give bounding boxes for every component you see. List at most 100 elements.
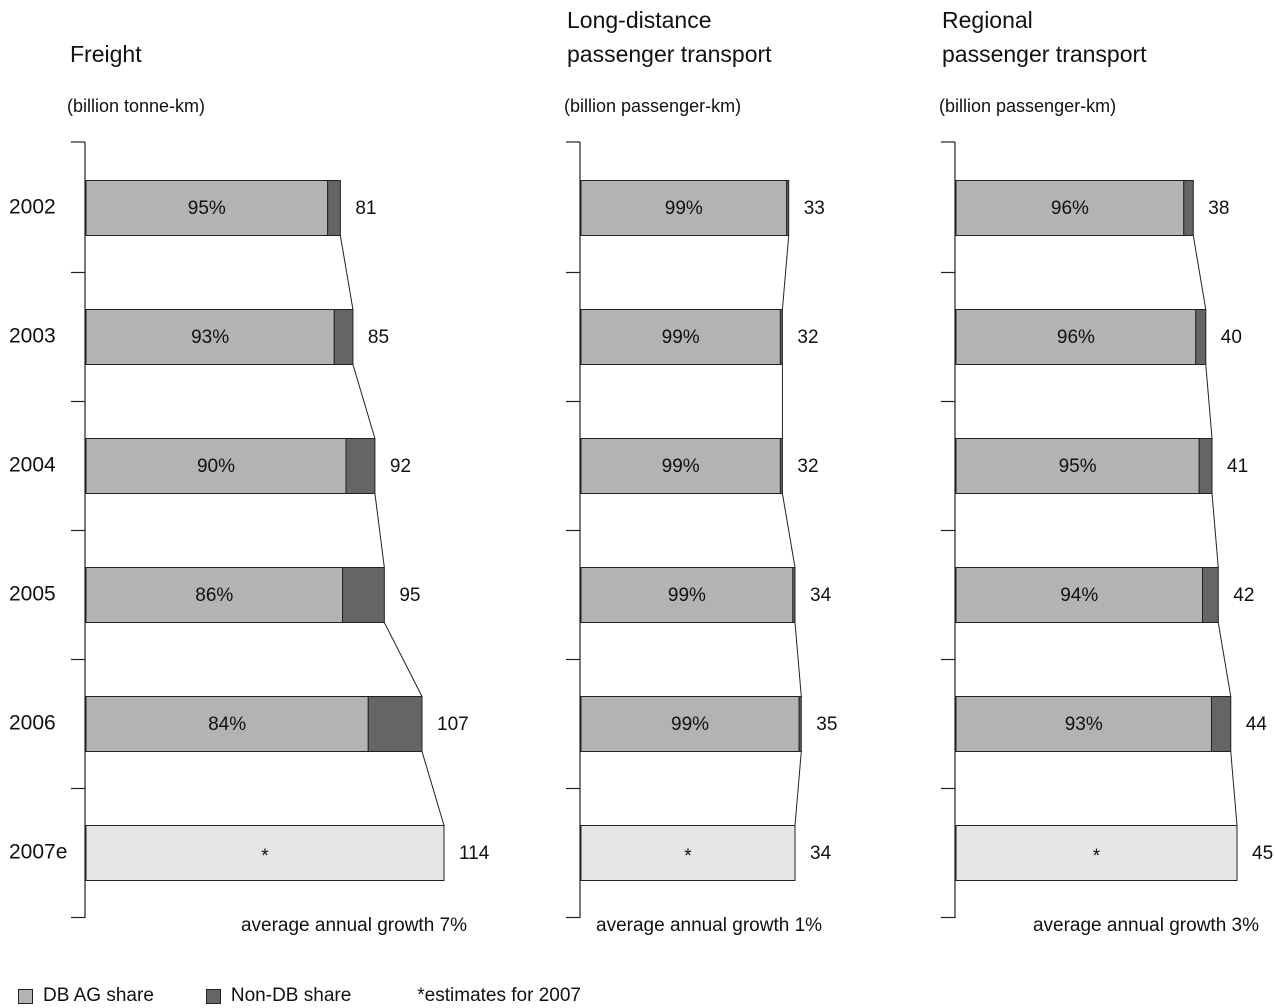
panel-1-db-share-label-2002: 95% — [188, 198, 226, 219]
panel-1-bar-db-2002 — [85, 180, 329, 236]
legend-label-non-db: Non-DB share — [230, 985, 352, 1006]
panel-3-db-share-label-2003: 96% — [1057, 327, 1095, 348]
panel-3-growth-label: average annual growth 3% — [1033, 915, 1259, 936]
panel-2-connector-2005 — [794, 622, 802, 697]
panel-3-bar-non-db-2005 — [1202, 567, 1219, 623]
panel-2-bar-db-2003 — [580, 309, 781, 365]
panel-2-total-label-2003: 32 — [797, 327, 818, 348]
panel-3-connector-2003 — [1205, 364, 1213, 439]
panel-2-total-label-2004: 32 — [797, 456, 818, 477]
panel-1-total-label-2006: 107 — [437, 714, 469, 735]
panel-1-db-share-label-2005: 86% — [195, 585, 233, 606]
panel-1-bar-non-db-2002 — [327, 180, 341, 236]
panel-3-bar-db-2006 — [955, 696, 1213, 752]
panel-3-db-share-label-2006: 93% — [1065, 714, 1103, 735]
legend-item-db: DB AG share — [18, 985, 154, 1007]
panel-3-total-label-2007e: 45 — [1252, 843, 1273, 864]
panel-1-connector-2004 — [374, 493, 385, 568]
panel-1-db-share-label-2004: 90% — [197, 456, 235, 477]
panel-1-growth-label: average annual growth 7% — [241, 915, 467, 936]
panel-3-bar-estimate-2007e — [955, 825, 1238, 881]
panel-3-bar-db-2004 — [955, 438, 1200, 494]
panel-2-db-share-label-2005: 99% — [668, 585, 706, 606]
panel-1-bar-db-2004 — [85, 438, 347, 494]
year-label-2005: 2005 — [9, 583, 56, 606]
year-label-2002: 2002 — [9, 196, 56, 219]
panel-3-total-label-2005: 42 — [1233, 585, 1254, 606]
panel-2-bar-non-db-2004 — [779, 438, 783, 494]
panel-3-bar-non-db-2002 — [1183, 180, 1194, 236]
panel-1-total-label-2002: 81 — [355, 198, 376, 219]
panel-1-bar-non-db-2005 — [342, 567, 385, 623]
panel-1-bar-non-db-2006 — [367, 696, 423, 752]
panel-1-total-label-2004: 92 — [390, 456, 411, 477]
panel-2-estimate-marker-2007e: * — [684, 846, 692, 867]
panel-2-unit-label: (billion passenger-km) — [564, 96, 741, 116]
panel-1-total-label-2007e: 114 — [459, 843, 490, 864]
panel-3-total-label-2004: 41 — [1227, 456, 1248, 477]
panel-3-total-label-2002: 38 — [1208, 198, 1229, 219]
panel-2-title-line-1: Long-distance — [567, 7, 712, 33]
panel-3-total-label-2003: 40 — [1221, 327, 1242, 348]
panel-1-total-label-2003: 85 — [368, 327, 389, 348]
panel-3-bar-db-2005 — [955, 567, 1204, 623]
panel-2-db-share-label-2002: 99% — [665, 198, 703, 219]
panel-1-db-share-label-2006: 84% — [208, 714, 246, 735]
legend-swatch-db — [18, 988, 33, 1004]
panel-2-bar-non-db-2002 — [786, 180, 790, 236]
legend-estimate-note: *estimates for 2007 — [417, 985, 581, 1006]
panel-2-connector-2006 — [794, 751, 802, 826]
panel-1-connector-2003 — [352, 364, 376, 439]
panel-1-total-label-2005: 95 — [399, 585, 420, 606]
panel-2-bar-db-2006 — [580, 696, 800, 752]
panel-3-connector-2006 — [1230, 751, 1238, 826]
panel-2-connector-2004 — [781, 493, 796, 568]
panel-3-estimate-marker-2007e: * — [1093, 846, 1101, 867]
panel-3-bar-non-db-2004 — [1198, 438, 1213, 494]
panel-2-bar-estimate-2007e — [580, 825, 796, 881]
legend: DB AG share Non-DB share *estimates for … — [18, 984, 581, 1008]
year-label-2007e: 2007e — [9, 841, 67, 864]
panel-2-bar-db-2004 — [580, 438, 781, 494]
panel-2-total-label-2005: 34 — [810, 585, 832, 606]
panel-3-bar-db-2003 — [955, 309, 1197, 365]
panel-3-db-share-label-2005: 94% — [1060, 585, 1098, 606]
panel-2-bar-non-db-2003 — [779, 309, 783, 365]
panel-3-connector-2004 — [1211, 493, 1219, 568]
year-label-2004: 2004 — [9, 454, 56, 477]
legend-label-db: DB AG share — [43, 985, 154, 1006]
panel-3-bar-db-2002 — [955, 180, 1185, 236]
panel-3-title-line-1: Regional — [942, 7, 1033, 33]
panel-1-title-line-1: Freight — [70, 41, 142, 67]
panel-2-db-share-label-2006: 99% — [671, 714, 709, 735]
panel-1-bar-non-db-2004 — [345, 438, 376, 494]
legend-swatch-non-db — [205, 988, 221, 1004]
panel-1-bar-estimate-2007e — [85, 825, 445, 881]
panel-2-title-line-2: passenger transport — [567, 41, 772, 67]
panel-1-bar-db-2003 — [85, 309, 335, 365]
panel-2-bar-non-db-2006 — [798, 696, 802, 752]
panel-3-total-label-2006: 44 — [1246, 714, 1268, 735]
panel-3-connector-2002 — [1192, 235, 1207, 310]
panel-1-connector-2006 — [421, 751, 445, 826]
panel-2-total-label-2006: 35 — [816, 714, 837, 735]
panel-3-db-share-label-2004: 95% — [1059, 456, 1097, 477]
panel-2-total-label-2002: 33 — [804, 198, 825, 219]
panel-3-title-line-2: passenger transport — [942, 41, 1147, 67]
panel-3-unit-label: (billion passenger-km) — [939, 96, 1116, 116]
panel-1-estimate-marker-2007e: * — [261, 846, 269, 867]
panel-2-total-label-2007e: 34 — [810, 843, 832, 864]
panel-1-bar-non-db-2003 — [333, 309, 354, 365]
panel-2-bar-non-db-2005 — [792, 567, 796, 623]
panel-3-db-share-label-2002: 96% — [1051, 198, 1089, 219]
panel-2-db-share-label-2004: 99% — [662, 456, 700, 477]
year-label-2003: 2003 — [9, 325, 56, 348]
panel-3-connector-2005 — [1217, 622, 1232, 697]
panel-2-bar-db-2002 — [580, 180, 788, 236]
panel-2-connector-2002 — [781, 235, 790, 310]
panel-2-growth-label: average annual growth 1% — [596, 915, 822, 936]
year-label-2006: 2006 — [9, 712, 56, 735]
panel-2-bar-db-2005 — [580, 567, 794, 623]
panel-1-connector-2005 — [383, 622, 423, 697]
